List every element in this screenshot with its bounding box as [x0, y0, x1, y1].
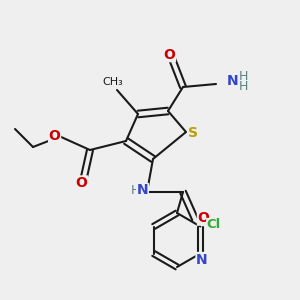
Text: Cl: Cl	[207, 218, 221, 232]
Text: O: O	[76, 176, 88, 190]
Text: S: S	[188, 127, 198, 140]
Text: H: H	[238, 70, 248, 83]
Text: O: O	[164, 48, 175, 62]
Text: O: O	[49, 129, 61, 142]
Text: H: H	[238, 80, 248, 94]
Text: H: H	[130, 184, 140, 197]
Text: N: N	[227, 74, 238, 88]
Text: N: N	[196, 253, 208, 266]
Text: O: O	[197, 211, 209, 225]
Text: N: N	[137, 184, 148, 197]
Text: CH₃: CH₃	[102, 76, 123, 87]
